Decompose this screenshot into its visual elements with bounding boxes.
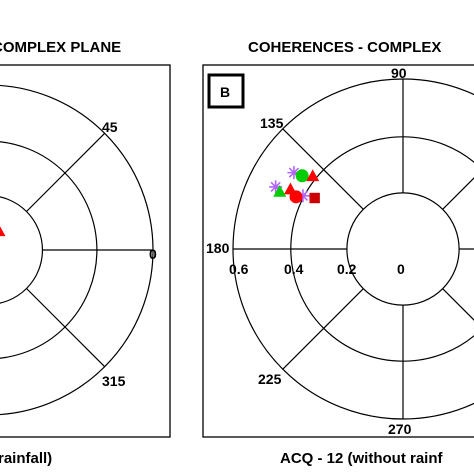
panel-b-radial-label-0: 0 [397, 261, 405, 277]
panel-b-label-box [207, 73, 245, 109]
panel-b-plot-area [232, 78, 474, 420]
panel-a-grid-ring-1 [0, 196, 44, 304]
panel-a-angle-label-315: 315 [102, 373, 126, 389]
panel-b-grid-spoke-45 [442, 177, 474, 210]
panel-a-caption: rainfall) [0, 450, 52, 467]
panel-a-frame [0, 64, 171, 438]
panel-b-angle-label-225: 225 [258, 371, 282, 387]
panel-a-title: COMPLEX PLANE [0, 39, 121, 56]
panel-b-point-2-0 [306, 169, 320, 182]
panel-a-grid-spoke-315 [26, 288, 106, 368]
panel-b-point-0-0 [287, 166, 301, 180]
panel-b-angle-label-270: 270 [388, 421, 412, 437]
panel-b-point-3-0 [273, 185, 287, 197]
panel-b-radial-label-0.6: 0.6 [229, 261, 249, 277]
panel-a-grid-spoke-45 [26, 132, 106, 212]
panel-a-angle-label-0: 0 [149, 246, 157, 262]
panel-b-caption: ACQ - 12 (without rainf [280, 450, 444, 467]
panel-b-point-0-1 [269, 180, 283, 194]
panel-b: COHERENCES - COMPLEX B 90 135 180 225 27… [202, 39, 474, 467]
panel-b-angle-label-135: 135 [260, 115, 284, 131]
panel-a-angle-label-45: 45 [102, 119, 118, 135]
panel-b-frame [202, 64, 474, 438]
panel-b-grid-ring-1 [346, 192, 460, 306]
panel-b-angle-label-180: 180 [206, 240, 230, 256]
panel-b-point-4-0 [289, 190, 303, 204]
panel-a: COMPLEX PLANE 0 45 315 rainfall) [0, 39, 171, 467]
panel-b-grid-spoke-135 [282, 128, 364, 210]
panel-b-title: COHERENCES - COMPLEX [248, 39, 441, 56]
panel-b-radial-label-0.4: 0.4 [284, 261, 304, 277]
panel-b-point-5-0 [309, 192, 320, 204]
panel-b-point-1-0 [295, 169, 309, 183]
panel-b-grid-spoke-225 [282, 288, 364, 370]
panel-b-angle-label-90: 90 [391, 65, 407, 81]
panel-a-plot-area [0, 84, 154, 416]
panel-a-point-0-0 [0, 226, 6, 237]
panel-b-label: B [220, 84, 230, 100]
panel-b-grid-spoke-315 [442, 288, 474, 321]
panel-b-radial-label-0.2: 0.2 [337, 261, 357, 277]
panel-b-point-0-2 [296, 189, 310, 203]
